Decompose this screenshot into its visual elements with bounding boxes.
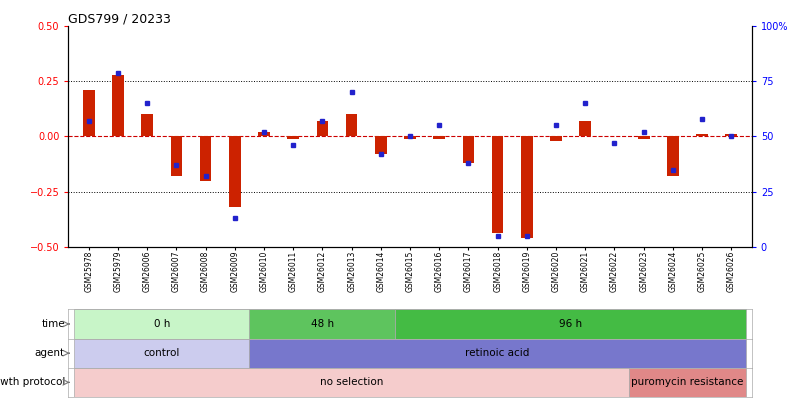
Text: 0 h: 0 h [153,319,169,329]
Bar [724,134,736,136]
Bar [628,368,745,397]
Text: no selection: no selection [320,377,383,387]
Text: agent: agent [35,348,65,358]
Bar [199,136,211,181]
Bar [229,136,240,207]
Text: control: control [144,348,180,358]
Bar [579,121,590,136]
Bar [549,136,561,141]
Text: GDS799 / 20233: GDS799 / 20233 [68,12,171,25]
Bar [345,115,357,136]
Bar [249,309,395,339]
Text: puromycin resistance: puromycin resistance [630,377,743,387]
Bar [170,136,182,176]
Bar [112,75,124,136]
Bar [141,115,153,136]
Text: time: time [41,319,65,329]
Bar [433,136,445,139]
Bar [83,90,95,136]
Bar [491,136,503,233]
Bar [395,309,745,339]
Bar [374,136,386,154]
Bar [695,134,707,136]
Text: retinoic acid: retinoic acid [465,348,529,358]
Bar [637,136,649,139]
Bar [462,136,474,163]
Bar [74,368,628,397]
Bar [258,132,270,136]
Text: growth protocol: growth protocol [0,377,65,387]
Bar [249,339,745,368]
Bar [74,309,249,339]
Text: 48 h: 48 h [311,319,333,329]
Text: 96 h: 96 h [558,319,581,329]
Bar [520,136,532,238]
Bar [74,339,249,368]
Bar [316,121,328,136]
Bar [666,136,678,176]
Bar [404,136,415,139]
Bar [287,136,299,139]
